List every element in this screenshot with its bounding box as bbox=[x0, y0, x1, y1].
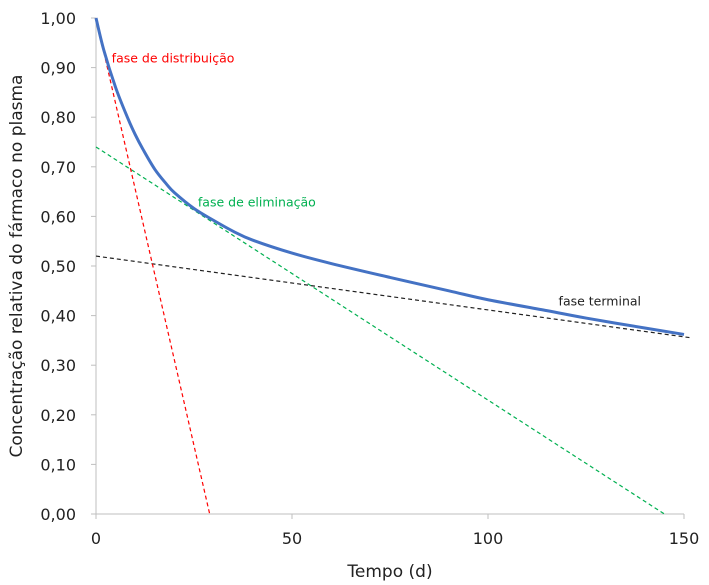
x-axis-label: Tempo (d) bbox=[346, 562, 432, 582]
x-tick-label: 150 bbox=[669, 529, 700, 548]
annotation-label: fase de eliminação bbox=[198, 194, 316, 209]
axes: 0,00 0,10 0,20 0,30 0,40 0,50 0,60 0,70 0,80 0,90… bbox=[40, 9, 699, 548]
y-tick-label: 0,20 bbox=[40, 406, 76, 425]
y-tick-label: 0,70 bbox=[40, 158, 76, 177]
series-line-fase-de-distribuição bbox=[95, 17, 211, 515]
y-tick-label: 0,40 bbox=[40, 307, 76, 326]
series-line-fase-terminal bbox=[95, 255, 692, 339]
annotations: fase de distribuição fase de eliminação fa… bbox=[112, 51, 641, 309]
series-line-concentração bbox=[94, 17, 685, 336]
y-tick-label: 0,30 bbox=[40, 356, 76, 375]
y-tick-label: 0,00 bbox=[40, 505, 76, 524]
x-tick-label: 100 bbox=[473, 529, 504, 548]
y-tick-label: 1,00 bbox=[40, 9, 76, 28]
annotation-label: fase de distribuição bbox=[112, 51, 235, 66]
y-tick-label: 0,60 bbox=[40, 207, 76, 226]
y-tick-label: 0,50 bbox=[40, 257, 76, 276]
y-tick-label: 0,80 bbox=[40, 108, 76, 127]
annotation-label: fase terminal bbox=[559, 294, 641, 309]
y-tick-label: 0,10 bbox=[40, 455, 76, 474]
series-group bbox=[94, 17, 692, 515]
x-tick-label: 50 bbox=[282, 529, 302, 548]
x-tick-label: 0 bbox=[91, 529, 101, 548]
y-axis-label: Concentração relativa do fármaco no plas… bbox=[7, 75, 27, 458]
series-line-fase-de-eliminação bbox=[95, 146, 665, 515]
y-tick-label: 0,90 bbox=[40, 59, 76, 78]
